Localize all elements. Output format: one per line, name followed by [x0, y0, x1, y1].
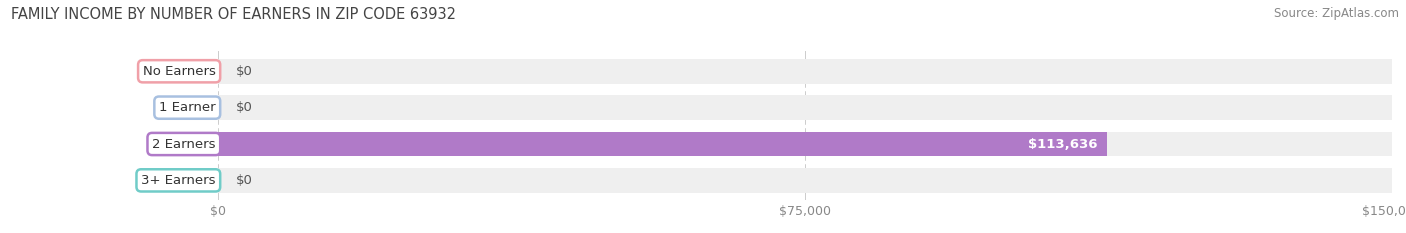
Text: 2 Earners: 2 Earners [152, 137, 215, 151]
Bar [218, 95, 1392, 120]
Bar [218, 59, 1392, 84]
Bar [218, 168, 1392, 193]
Text: Source: ZipAtlas.com: Source: ZipAtlas.com [1274, 7, 1399, 20]
Text: FAMILY INCOME BY NUMBER OF EARNERS IN ZIP CODE 63932: FAMILY INCOME BY NUMBER OF EARNERS IN ZI… [11, 7, 457, 22]
Text: $0: $0 [236, 174, 253, 187]
Bar [218, 132, 1108, 156]
Text: $113,636: $113,636 [1028, 137, 1098, 151]
Text: No Earners: No Earners [142, 65, 215, 78]
Text: $0: $0 [236, 65, 253, 78]
Text: 1 Earner: 1 Earner [159, 101, 215, 114]
Bar [218, 132, 1392, 156]
Text: $0: $0 [236, 101, 253, 114]
Text: 3+ Earners: 3+ Earners [141, 174, 215, 187]
